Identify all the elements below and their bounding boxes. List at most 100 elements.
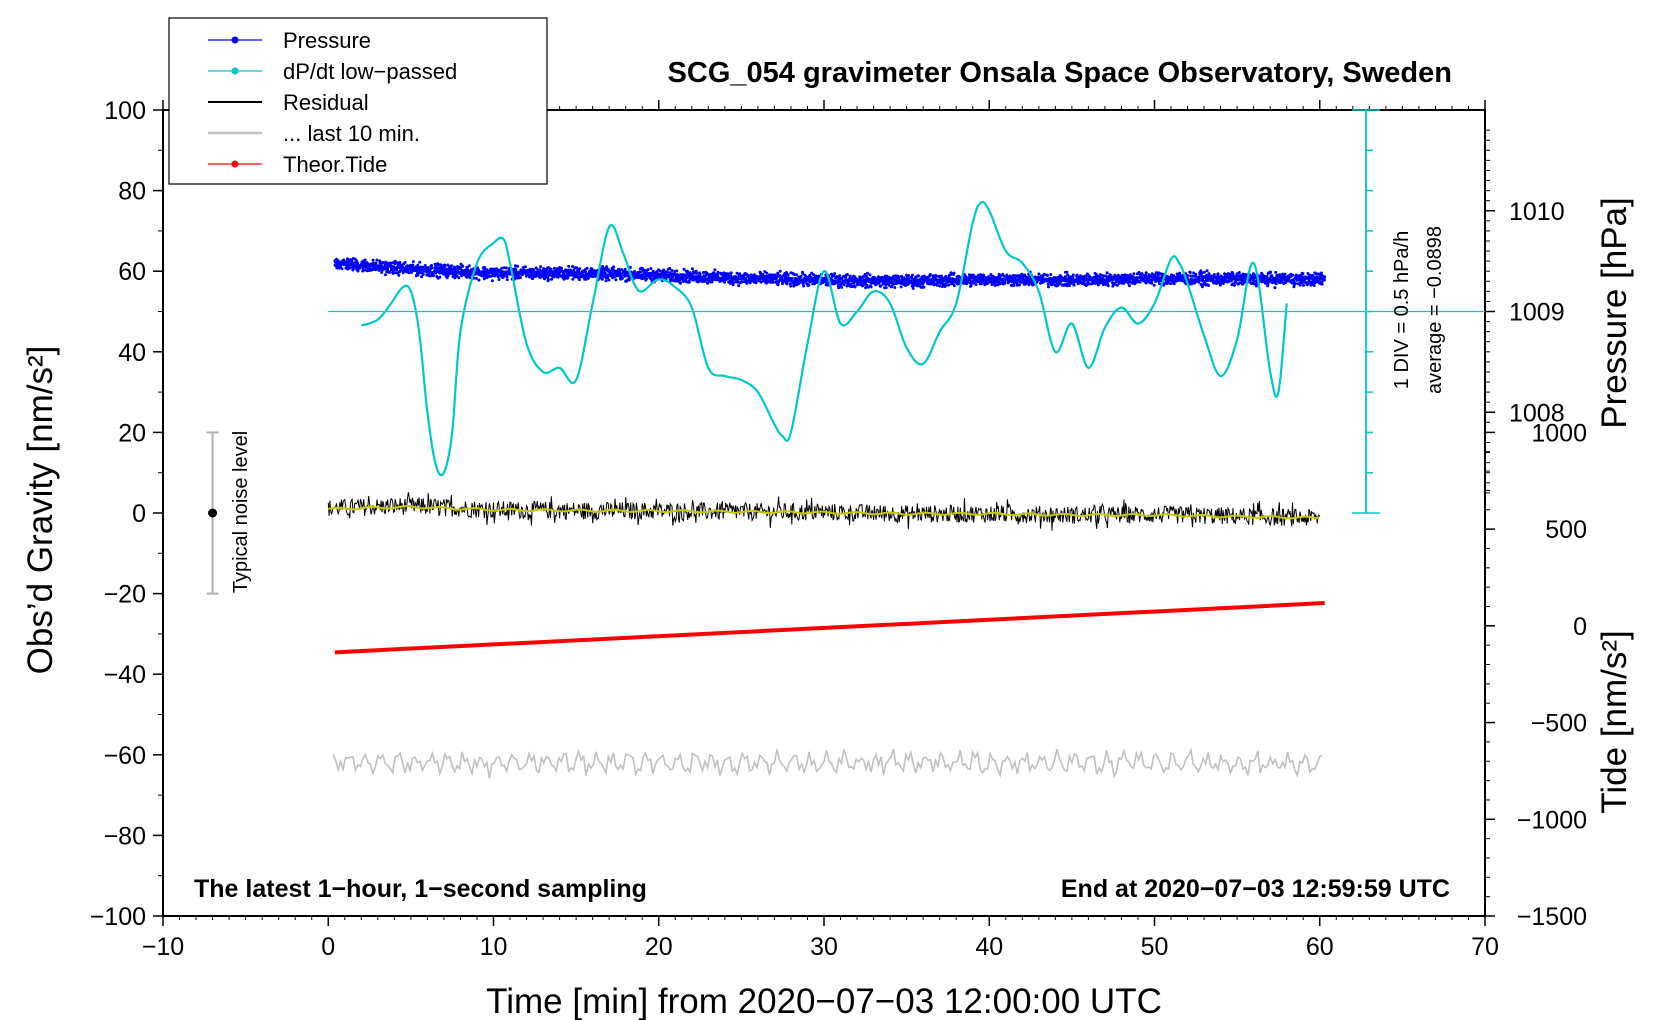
pressure-point [866, 271, 869, 275]
pressure-point [397, 273, 401, 277]
pressure-point [497, 278, 501, 282]
pressure-point [1065, 270, 1069, 274]
pressure-point [1199, 269, 1203, 273]
pressure-point [799, 274, 803, 278]
pressure-point [735, 271, 739, 275]
pressure-point [698, 272, 702, 276]
pressure-point [833, 272, 837, 276]
pressure-point [790, 276, 794, 280]
pressure-point [392, 269, 395, 272]
pressure-point [1155, 271, 1159, 275]
pressure-point [606, 276, 609, 280]
x-tick-label: 40 [975, 933, 1003, 961]
pressure-point [639, 270, 643, 274]
pressure-point [514, 268, 518, 272]
pressure-point [375, 258, 379, 262]
pressure-point [1300, 281, 1304, 285]
pressure-point [1323, 275, 1327, 279]
pressure-point [1207, 272, 1211, 276]
pressure-point [1157, 271, 1161, 275]
pressure-point [1095, 275, 1099, 279]
pressure-point [907, 277, 911, 281]
legend-tide-marker [231, 160, 239, 168]
pressure-point [813, 282, 817, 286]
pressure-point [1314, 272, 1318, 276]
pressure-point [789, 284, 793, 288]
pressure-point [339, 265, 343, 269]
pressure-point [1202, 270, 1206, 274]
pressure-point [457, 276, 461, 280]
pressure-point [685, 269, 689, 273]
pressure-point [377, 268, 381, 272]
pressure-point [1140, 272, 1144, 276]
pressure-point [754, 281, 758, 285]
pressure-point [1040, 277, 1044, 281]
pressure-point [785, 271, 788, 274]
pressure-point [1072, 283, 1076, 287]
pressure-point [556, 275, 560, 279]
legend-tide-label: Theor.Tide [283, 152, 387, 177]
pressure-point [398, 260, 402, 264]
pressure-point [1190, 282, 1194, 286]
pressure-point [1124, 280, 1128, 284]
pressure-point [560, 266, 563, 270]
pressure-point [1215, 282, 1218, 285]
pressure-point [414, 265, 418, 269]
pressure-point [1221, 282, 1225, 285]
pressure-point [713, 268, 717, 272]
pressure-point [477, 278, 481, 282]
pressure-point [612, 265, 616, 269]
pressure-point [945, 283, 949, 287]
x-tick-label: 50 [1141, 933, 1169, 961]
pressure-point [1150, 272, 1154, 276]
pressure-point [549, 268, 553, 271]
pressure-point [884, 286, 888, 290]
pressure-point [873, 276, 877, 280]
pressure-point [645, 277, 649, 281]
pressure-point [502, 266, 506, 270]
pressure-point [490, 279, 494, 283]
pressure-point [982, 273, 985, 277]
pressure-point [1045, 273, 1049, 277]
pressure-point [858, 276, 862, 279]
tide-tick-label: 1000 [1531, 419, 1587, 447]
pressure-point [1306, 282, 1310, 286]
pressure-point [917, 274, 920, 278]
pressure-point [516, 264, 520, 268]
pressure-point [1066, 273, 1070, 277]
pressure-point [571, 277, 575, 281]
pressure-point [892, 282, 896, 286]
legend-pressure-label: Pressure [283, 28, 371, 53]
pressure-point [1137, 271, 1141, 274]
pressure-point [605, 265, 609, 269]
dpdt-scale-layer [328, 109, 1485, 514]
pressure-point [550, 277, 554, 281]
pressure-point [371, 258, 375, 262]
pressure-point [890, 285, 894, 289]
y-axis-label: Obs’d Gravity [nm/s²] [21, 346, 60, 675]
pressure-point [1027, 283, 1031, 287]
pressure-point [1087, 282, 1091, 286]
pressure-point [1127, 284, 1131, 288]
pressure-point [439, 263, 443, 267]
pressure-point [729, 274, 733, 278]
legend-pressure-marker [231, 36, 239, 44]
pressure-point [483, 266, 487, 269]
pressure-point [649, 267, 653, 270]
pressure-point [935, 283, 939, 287]
tide-tick-label: −1000 [1517, 806, 1587, 834]
x-tick-label: −10 [142, 933, 184, 961]
pressure-point [1049, 273, 1053, 276]
pressure-point [1043, 273, 1047, 277]
noise-bar-center [208, 508, 218, 518]
y-tick-label: −60 [104, 742, 146, 770]
pressure-point [623, 274, 627, 278]
pressure-point [1269, 270, 1272, 274]
pressure-point [758, 271, 762, 275]
pressure-point [969, 283, 973, 287]
pressure-point [587, 276, 590, 280]
pressure-point [795, 273, 798, 277]
pressure-point [1186, 274, 1189, 278]
pressure-point [614, 278, 618, 282]
pressure-point [1205, 269, 1209, 273]
